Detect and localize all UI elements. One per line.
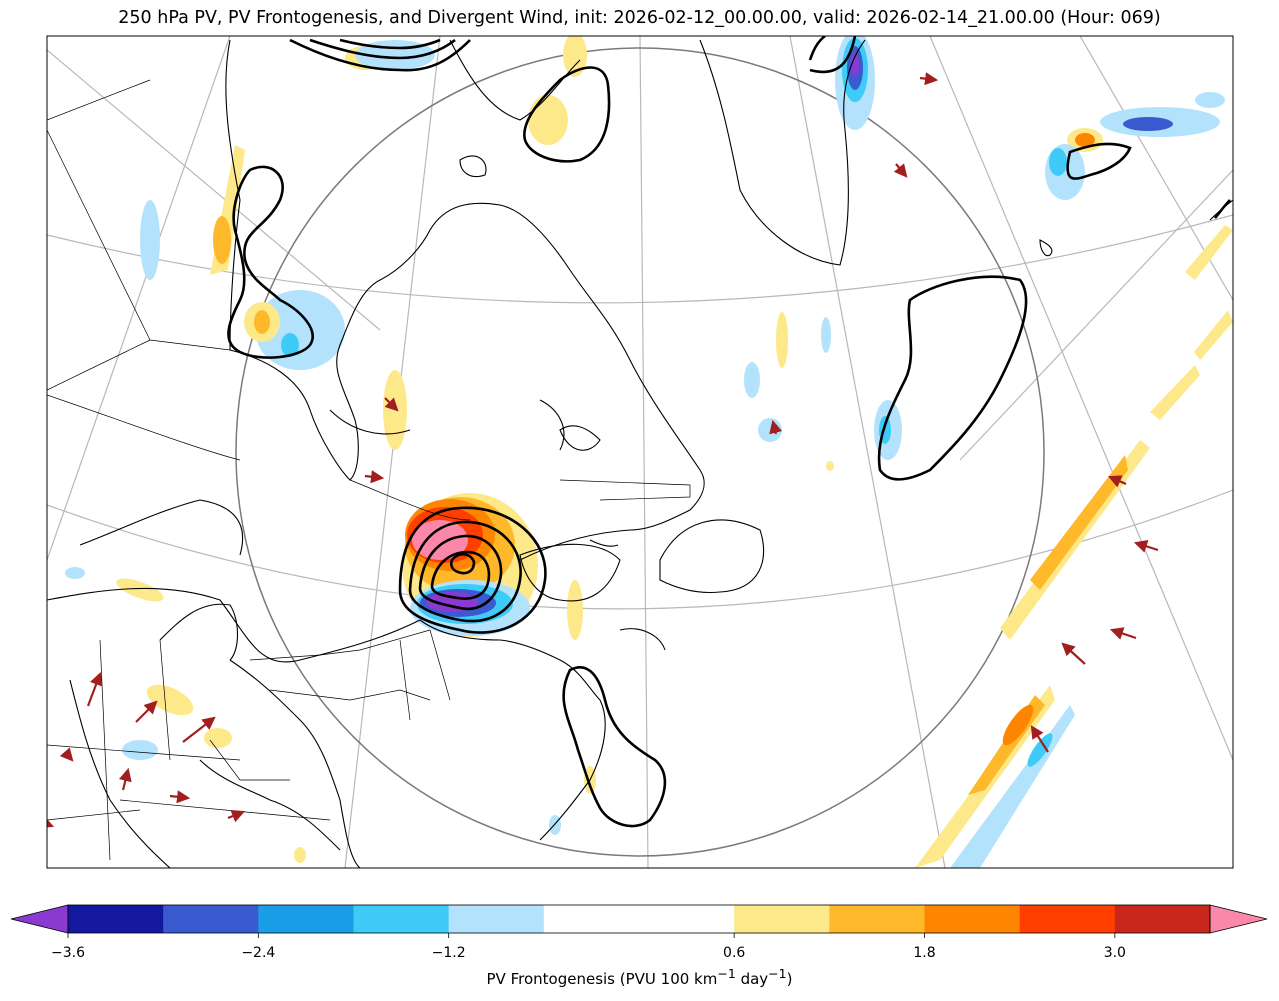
colorbar-tick-label: −3.6 — [51, 945, 85, 961]
colorbar-segment — [163, 905, 259, 933]
colorbar-frame — [67, 904, 1211, 934]
colorbar-extend-over — [1209, 904, 1268, 934]
colorbar-segment — [1019, 905, 1116, 933]
map-frame — [46, 35, 1234, 869]
colorbar-tick-label: 3.0 — [1104, 945, 1126, 961]
colorbar-segment — [258, 905, 354, 933]
colorbar-label: PV Frontogenesis (PVU 100 km−1 day−1) — [486, 966, 793, 988]
projection-circle — [235, 47, 1045, 857]
frontogenesis-shading — [65, 36, 1233, 868]
colorbar-tick-label: 1.8 — [913, 945, 935, 961]
colorbar-segment — [543, 905, 735, 933]
colorbar-segment — [1114, 905, 1211, 933]
colorbar-segment — [734, 905, 830, 933]
colorbar-tick-label: −1.2 — [432, 945, 466, 961]
divergent-wind-vectors — [47, 72, 1159, 829]
pv-contours — [227, 36, 1231, 828]
chart-title: 250 hPa PV, PV Frontogenesis, and Diverg… — [118, 8, 1161, 28]
colorbar-tick-label: 0.6 — [723, 945, 745, 961]
colorbar-extend-under — [10, 904, 69, 934]
colorbar-segment — [448, 905, 545, 933]
colorbar-segment — [353, 905, 450, 933]
colorbar-segment — [68, 905, 164, 933]
colorbar: −3.6 −2.4 −1.2 0.6 1.8 3.0 — [10, 904, 1268, 961]
colorbar-segment — [829, 905, 925, 933]
colorbar-segment — [924, 905, 1021, 933]
graticule — [47, 36, 1233, 868]
colorbar-tick-label: −2.4 — [241, 945, 275, 961]
political-borders — [47, 79, 691, 861]
